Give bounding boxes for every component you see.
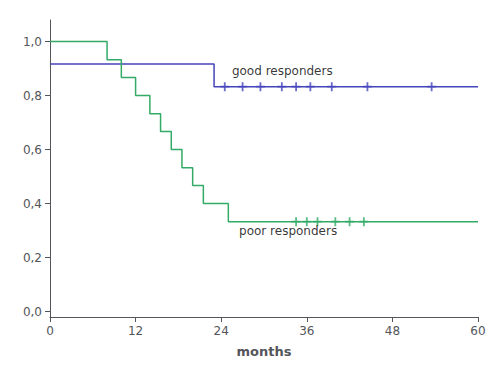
svg-text:36: 36: [299, 324, 314, 338]
svg-text:0: 0: [46, 324, 54, 338]
svg-text:0,0: 0,0: [23, 305, 42, 319]
svg-text:0,6: 0,6: [23, 143, 42, 157]
svg-text:0,2: 0,2: [23, 251, 42, 265]
svg-text:12: 12: [128, 324, 143, 338]
svg-text:48: 48: [385, 324, 400, 338]
svg-text:0,4: 0,4: [23, 197, 42, 211]
svg-text:0,8: 0,8: [23, 89, 42, 103]
svg-text:24: 24: [214, 324, 229, 338]
svg-text:60: 60: [470, 324, 485, 338]
svg-text:1,0: 1,0: [23, 35, 42, 49]
svg-text:months: months: [237, 344, 292, 359]
svg-text:good responders: good responders: [232, 64, 333, 78]
svg-text:poor responders: poor responders: [239, 224, 337, 238]
